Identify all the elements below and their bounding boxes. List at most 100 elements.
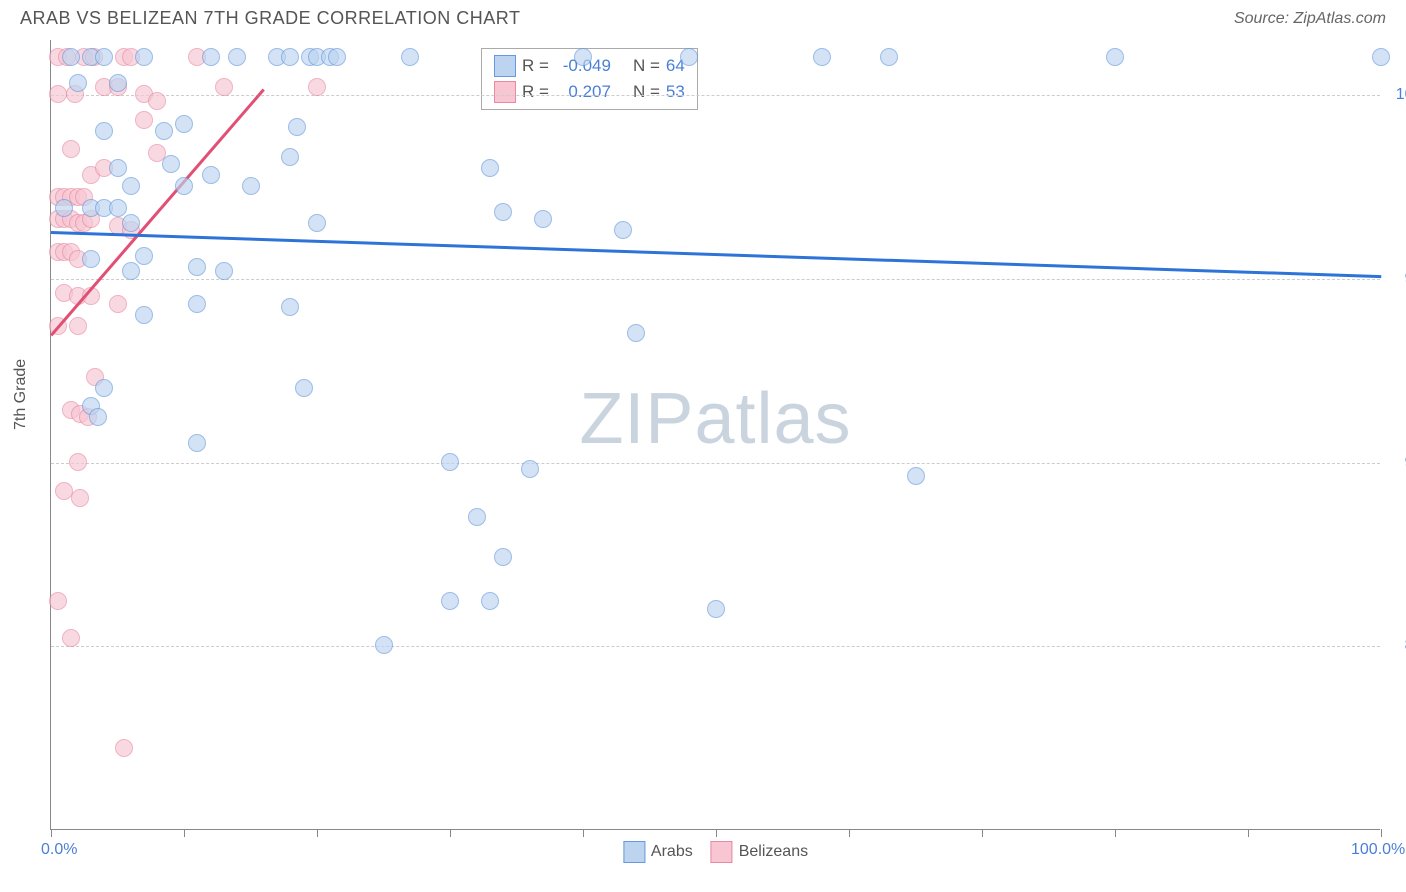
data-point — [202, 166, 220, 184]
data-point — [89, 408, 107, 426]
r-value: 0.207 — [555, 79, 611, 105]
y-tick-label: 100.0% — [1396, 86, 1406, 104]
data-point — [707, 600, 725, 618]
x-tick — [1115, 829, 1116, 837]
data-point — [95, 48, 113, 66]
data-point — [521, 460, 539, 478]
data-point — [813, 48, 831, 66]
x-tick — [849, 829, 850, 837]
data-point — [574, 48, 592, 66]
watermark-light: atlas — [694, 379, 851, 459]
data-point — [188, 295, 206, 313]
data-point — [188, 434, 206, 452]
n-label: N = — [633, 53, 660, 79]
legend-row: R =0.207 N =53 — [494, 79, 685, 105]
legend-swatch — [494, 81, 516, 103]
gridline — [51, 463, 1380, 464]
x-tick — [982, 829, 983, 837]
x-tick — [450, 829, 451, 837]
legend-swatch — [623, 841, 645, 863]
legend-swatch — [494, 55, 516, 77]
data-point — [481, 592, 499, 610]
data-point — [441, 592, 459, 610]
gridline — [51, 279, 1380, 280]
data-point — [281, 298, 299, 316]
source-label: Source: ZipAtlas.com — [1234, 10, 1386, 28]
data-point — [441, 453, 459, 471]
data-point — [295, 379, 313, 397]
data-point — [109, 74, 127, 92]
data-point — [468, 508, 486, 526]
series-legend: Arabs Belizeans — [623, 841, 808, 863]
data-point — [534, 210, 552, 228]
n-label: N = — [633, 79, 660, 105]
chart-title: ARAB VS BELIZEAN 7TH GRADE CORRELATION C… — [20, 8, 520, 29]
data-point — [215, 78, 233, 96]
data-point — [328, 48, 346, 66]
data-point — [122, 262, 140, 280]
x-tick — [184, 829, 185, 837]
data-point — [135, 48, 153, 66]
data-point — [109, 295, 127, 313]
x-tick — [1381, 829, 1382, 837]
data-point — [242, 177, 260, 195]
gridline — [51, 646, 1380, 647]
data-point — [135, 111, 153, 129]
legend-swatch — [711, 841, 733, 863]
scatter-chart: ZIPatlas R =-0.049N =64R =0.207N =53 Ara… — [50, 40, 1380, 830]
data-point — [494, 203, 512, 221]
trend-line — [51, 231, 1381, 278]
data-point — [135, 247, 153, 265]
data-point — [281, 48, 299, 66]
data-point — [627, 324, 645, 342]
data-point — [494, 548, 512, 566]
data-point — [49, 592, 67, 610]
r-label: R = — [522, 79, 549, 105]
data-point — [82, 250, 100, 268]
data-point — [1372, 48, 1390, 66]
y-axis-label: 7th Grade — [12, 359, 30, 430]
r-label: R = — [522, 53, 549, 79]
legend-label: Arabs — [651, 843, 693, 861]
data-point — [614, 221, 632, 239]
data-point — [680, 48, 698, 66]
data-point — [109, 199, 127, 217]
legend-label: Belizeans — [739, 843, 808, 861]
x-tick — [51, 829, 52, 837]
data-point — [481, 159, 499, 177]
data-point — [71, 489, 89, 507]
data-point — [69, 453, 87, 471]
data-point — [135, 306, 153, 324]
watermark-bold: ZIP — [579, 379, 694, 459]
n-value: 53 — [666, 79, 685, 105]
data-point — [175, 177, 193, 195]
data-point — [95, 122, 113, 140]
data-point — [228, 48, 246, 66]
data-point — [122, 214, 140, 232]
data-point — [880, 48, 898, 66]
data-point — [162, 155, 180, 173]
legend-item: Belizeans — [711, 841, 808, 863]
data-point — [188, 258, 206, 276]
data-point — [308, 214, 326, 232]
gridline — [51, 95, 1380, 96]
data-point — [62, 48, 80, 66]
data-point — [281, 148, 299, 166]
x-tick — [583, 829, 584, 837]
x-tick-label: 0.0% — [41, 841, 77, 859]
data-point — [122, 177, 140, 195]
data-point — [49, 85, 67, 103]
data-point — [95, 379, 113, 397]
data-point — [148, 92, 166, 110]
x-tick — [317, 829, 318, 837]
data-point — [62, 629, 80, 647]
x-tick — [716, 829, 717, 837]
data-point — [175, 115, 193, 133]
data-point — [69, 74, 87, 92]
data-point — [401, 48, 419, 66]
data-point — [215, 262, 233, 280]
data-point — [907, 467, 925, 485]
data-point — [69, 317, 87, 335]
data-point — [202, 48, 220, 66]
x-tick — [1248, 829, 1249, 837]
